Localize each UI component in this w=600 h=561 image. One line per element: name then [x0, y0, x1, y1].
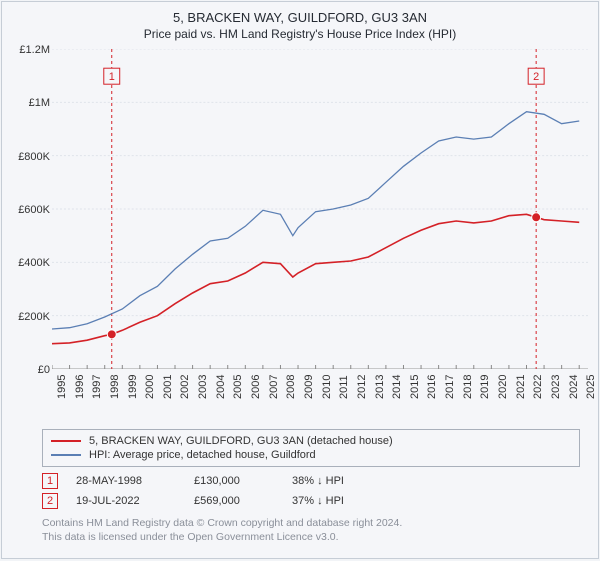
y-tick-label: £0 [6, 364, 50, 376]
x-tick-label: 2001 [162, 375, 174, 399]
x-tick-label: 2019 [479, 375, 491, 399]
legend-swatch [51, 440, 81, 442]
x-axis-labels: 1995 1996 1997 1998 1999 2000 2001 2002 2003 2004… [52, 369, 588, 423]
marker-row: 2 19-JUL-2022 £569,000 37% ↓ HPI [42, 491, 580, 511]
x-tick-label: 1999 [127, 375, 139, 399]
x-tick-label: 2014 [391, 375, 403, 399]
plot-area: 12 [52, 49, 588, 369]
footer-line: This data is licensed under the Open Gov… [42, 531, 580, 545]
marker-badge: 1 [42, 473, 58, 489]
x-tick-label: 2016 [426, 375, 438, 399]
legend-item: HPI: Average price, detached house, Guil… [51, 448, 571, 462]
x-tick-label: 2022 [532, 375, 544, 399]
chart-subtitle: Price paid vs. HM Land Registry's House … [6, 27, 594, 41]
x-tick-label: 2015 [409, 375, 421, 399]
x-tick-label: 2017 [444, 375, 456, 399]
chart-title: 5, BRACKEN WAY, GUILDFORD, GU3 3AN [6, 10, 594, 25]
x-tick-label: 2023 [550, 375, 562, 399]
marker-date: 28-MAY-1998 [76, 475, 176, 487]
x-tick-label: 2012 [356, 375, 368, 399]
svg-text:2: 2 [533, 71, 539, 83]
x-tick-label: 2008 [285, 375, 297, 399]
x-tick-label: 2020 [497, 375, 509, 399]
x-tick-label: 2003 [197, 375, 209, 399]
x-tick-label: 2007 [268, 375, 280, 399]
y-tick-label: £600K [6, 204, 50, 216]
x-tick-label: 1998 [109, 375, 121, 399]
marker-date: 19-JUL-2022 [76, 495, 176, 507]
x-tick-label: 2002 [179, 375, 191, 399]
svg-text:1: 1 [109, 71, 115, 83]
x-tick-label: 1996 [74, 375, 86, 399]
x-tick-label: 2006 [250, 375, 262, 399]
x-tick-label: 2024 [568, 375, 580, 399]
legend-swatch [51, 454, 81, 456]
marker-price: £130,000 [194, 475, 274, 487]
x-tick-label: 2025 [585, 375, 597, 399]
y-tick-label: £1.2M [6, 44, 50, 56]
y-tick-label: £1M [6, 97, 50, 109]
marker-badge: 2 [42, 493, 58, 509]
y-tick-label: £800K [6, 151, 50, 163]
x-tick-label: 2018 [462, 375, 474, 399]
x-tick-label: 1997 [91, 375, 103, 399]
legend-item: 5, BRACKEN WAY, GUILDFORD, GU3 3AN (deta… [51, 434, 571, 448]
x-tick-label: 2009 [303, 375, 315, 399]
marker-table: 1 28-MAY-1998 £130,000 38% ↓ HPI 2 19-JU… [42, 471, 580, 511]
marker-pct: 37% ↓ HPI [292, 495, 382, 507]
x-tick-label: 2021 [515, 375, 527, 399]
chart-container: 5, BRACKEN WAY, GUILDFORD, GU3 3AN Price… [1, 1, 599, 559]
marker-price: £569,000 [194, 495, 274, 507]
footer-attribution: Contains HM Land Registry data © Crown c… [42, 517, 580, 544]
footer-line: Contains HM Land Registry data © Crown c… [42, 517, 580, 531]
legend-label: 5, BRACKEN WAY, GUILDFORD, GU3 3AN (deta… [89, 435, 393, 447]
marker-row: 1 28-MAY-1998 £130,000 38% ↓ HPI [42, 471, 580, 491]
x-tick-label: 1995 [56, 375, 68, 399]
legend: 5, BRACKEN WAY, GUILDFORD, GU3 3AN (deta… [42, 429, 580, 467]
chart-titles: 5, BRACKEN WAY, GUILDFORD, GU3 3AN Price… [2, 2, 598, 43]
x-tick-label: 2000 [144, 375, 156, 399]
y-tick-label: £200K [6, 311, 50, 323]
y-tick-label: £400K [6, 257, 50, 269]
x-tick-label: 2004 [215, 375, 227, 399]
line-chart-svg: 12 [52, 49, 588, 369]
x-tick-label: 2010 [321, 375, 333, 399]
marker-pct: 38% ↓ HPI [292, 475, 382, 487]
legend-label: HPI: Average price, detached house, Guil… [89, 449, 316, 461]
x-tick-label: 2005 [232, 375, 244, 399]
x-tick-label: 2011 [338, 375, 350, 399]
x-tick-label: 2013 [374, 375, 386, 399]
